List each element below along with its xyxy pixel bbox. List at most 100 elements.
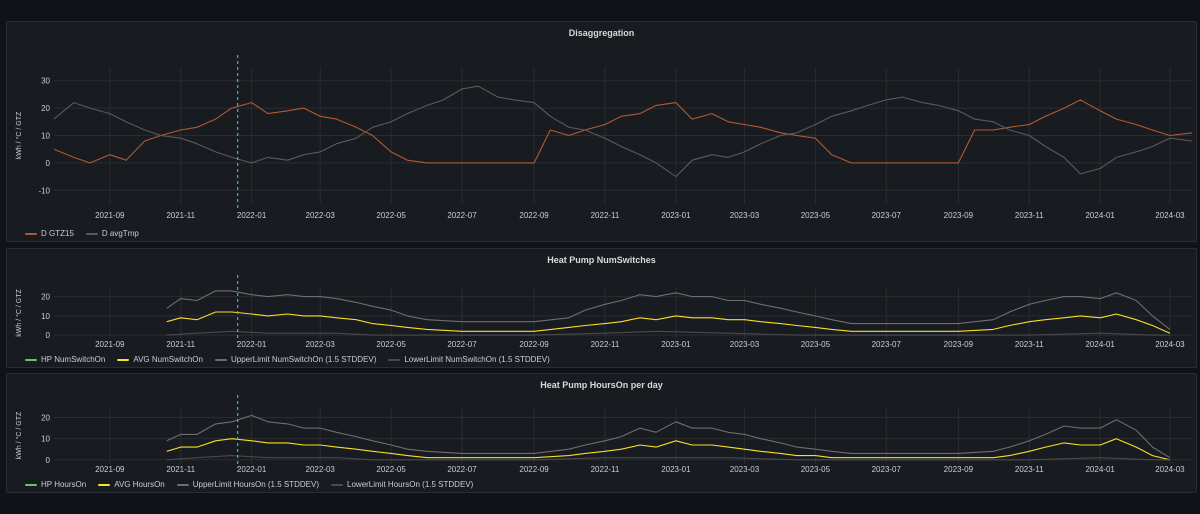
x-tick-label: 2022-05 bbox=[376, 465, 406, 474]
x-tick-label: 2022-07 bbox=[447, 465, 477, 474]
y-tick-label: 20 bbox=[41, 293, 50, 302]
x-tick-label: 2022-03 bbox=[306, 340, 336, 349]
panel-title: Heat Pump HoursOn per day bbox=[540, 380, 663, 390]
x-tick-label: 2022-09 bbox=[519, 211, 549, 220]
x-tick-label: 2022-01 bbox=[237, 211, 267, 220]
series-line[interactable] bbox=[166, 414, 1171, 459]
disaggregation-chart[interactable]: -10 0 10 20 30 2021-09 2021-11 2022-01 2022-03 20… bbox=[7, 22, 1198, 243]
x-tick-label: 2022-09 bbox=[519, 465, 549, 474]
legend-item-hp-numswitchon[interactable]: HP NumSwitchOn bbox=[25, 355, 105, 364]
y-tick-label: 20 bbox=[41, 104, 50, 113]
x-tick-label: 2023-07 bbox=[872, 211, 902, 220]
series-line[interactable] bbox=[166, 290, 1171, 330]
y-tick-label: 0 bbox=[46, 456, 51, 465]
x-tick-label: 2021-09 bbox=[95, 465, 125, 474]
x-tick-label: 2022-11 bbox=[591, 465, 620, 474]
panel-title: Heat Pump NumSwitches bbox=[547, 255, 656, 265]
x-tick-label: 2022-03 bbox=[306, 465, 336, 474]
panel-disaggregation: Disaggregation -10 0 10 20 30 2021-09 2021-11 2… bbox=[6, 21, 1197, 242]
x-tick-label: 2023-09 bbox=[944, 465, 974, 474]
x-tick-label: 2023-03 bbox=[730, 340, 760, 349]
series-line[interactable] bbox=[166, 311, 1171, 334]
legend-swatch bbox=[25, 483, 37, 486]
x-tick-label: 2022-05 bbox=[376, 211, 406, 220]
legend-item-avg-numswitchon[interactable]: AVG NumSwitchOn bbox=[117, 355, 203, 364]
x-tick-label: 2021-11 bbox=[166, 465, 195, 474]
panel-title: Disaggregation bbox=[568, 28, 635, 38]
x-tick-label: 2022-07 bbox=[447, 211, 477, 220]
panel-numswitches: Heat Pump NumSwitches 0 10 20 2021-09 2021-1… bbox=[6, 248, 1197, 368]
y-axis-label: kWh / °C / GTZ bbox=[15, 111, 23, 159]
y-tick-label: 10 bbox=[41, 132, 50, 141]
x-tick-label: 2023-05 bbox=[801, 465, 831, 474]
legend-swatch bbox=[85, 232, 98, 235]
series-line[interactable] bbox=[166, 455, 1170, 461]
legend-label: LowerLimit HoursOn (1.5 STDDEV) bbox=[347, 480, 474, 489]
legend-swatch bbox=[214, 358, 227, 361]
x-tick-label: 2023-09 bbox=[944, 340, 974, 349]
x-tick-label: 2023-07 bbox=[872, 465, 902, 474]
series-line[interactable] bbox=[53, 85, 1193, 178]
legend-swatch bbox=[331, 483, 344, 486]
legend-item-d-gtz15[interactable]: D GTZ15 bbox=[25, 229, 74, 238]
y-tick-label: -10 bbox=[38, 186, 50, 195]
y-axis-label: kWh / °C / GTZ bbox=[15, 289, 23, 337]
legend-item-upperlimit-hourson[interactable]: UpperLimit HoursOn (1.5 STDDEV) bbox=[176, 480, 320, 489]
legend-label: UpperLimit NumSwitchOn (1.5 STDDEV) bbox=[230, 355, 377, 364]
panel-hourson: Heat Pump HoursOn per day 0 10 20 2021-09 20… bbox=[6, 373, 1197, 493]
x-tick-label: 2021-09 bbox=[95, 211, 125, 220]
legend-swatch bbox=[98, 483, 111, 486]
legend-label: HP NumSwitchOn bbox=[41, 355, 106, 364]
x-tick-label: 2023-05 bbox=[801, 211, 831, 220]
x-tick-label: 2024-03 bbox=[1155, 465, 1185, 474]
y-tick-label: 0 bbox=[46, 159, 51, 168]
legend-item-d-avgtmp[interactable]: D avgTmp bbox=[85, 229, 139, 238]
x-tick-label: 2021-09 bbox=[95, 340, 125, 349]
legend-swatch bbox=[388, 358, 401, 361]
x-tick-label: 2024-03 bbox=[1155, 340, 1185, 349]
x-tick-label: 2021-11 bbox=[166, 340, 195, 349]
legend-label: HP HoursOn bbox=[41, 480, 87, 489]
x-tick-label: 2023-11 bbox=[1015, 465, 1044, 474]
x-tick-label: 2022-09 bbox=[519, 340, 549, 349]
x-tick-label: 2023-11 bbox=[1015, 211, 1044, 220]
x-tick-label: 2022-11 bbox=[591, 211, 620, 220]
x-tick-label: 2024-03 bbox=[1155, 211, 1185, 220]
x-tick-label: 2022-07 bbox=[447, 340, 477, 349]
series-line[interactable] bbox=[53, 99, 1193, 164]
legend-swatch bbox=[176, 483, 189, 486]
x-tick-label: 2022-01 bbox=[237, 465, 267, 474]
y-tick-label: 10 bbox=[41, 435, 50, 444]
legend-label: AVG NumSwitchOn bbox=[133, 355, 203, 364]
legend-swatch bbox=[25, 232, 37, 235]
x-tick-label: 2022-05 bbox=[376, 340, 406, 349]
legend: D GTZ15 D avgTmp bbox=[25, 229, 139, 238]
x-tick-label: 2022-03 bbox=[306, 211, 336, 220]
y-tick-label: 10 bbox=[41, 312, 50, 321]
legend-label: AVG HoursOn bbox=[114, 480, 165, 489]
x-tick-label: 2024-01 bbox=[1085, 465, 1115, 474]
hourson-chart[interactable]: 0 10 20 2021-09 2021-11 2022-01 2022-03 2022-05… bbox=[7, 374, 1198, 494]
legend-label: D GTZ15 bbox=[41, 229, 74, 238]
y-tick-label: 20 bbox=[41, 414, 50, 423]
legend-label: UpperLimit HoursOn (1.5 STDDEV) bbox=[192, 480, 320, 489]
y-tick-label: 30 bbox=[41, 77, 50, 86]
legend-swatch bbox=[117, 358, 130, 361]
legend-item-avg-hourson[interactable]: AVG HoursOn bbox=[98, 480, 165, 489]
x-tick-label: 2024-01 bbox=[1085, 211, 1115, 220]
series-line[interactable] bbox=[166, 438, 1171, 461]
legend-item-lowerlimit-numswitchon[interactable]: LowerLimit NumSwitchOn (1.5 STDDEV) bbox=[388, 355, 550, 364]
x-tick-label: 2023-01 bbox=[661, 211, 691, 220]
x-tick-label: 2024-01 bbox=[1085, 340, 1115, 349]
x-tick-label: 2023-07 bbox=[872, 340, 902, 349]
legend-item-lowerlimit-hourson[interactable]: LowerLimit HoursOn (1.5 STDDEV) bbox=[331, 480, 473, 489]
legend-label: D avgTmp bbox=[101, 229, 139, 238]
numswitches-chart[interactable]: 0 10 20 2021-09 2021-11 2022-01 2022-03 2022-05… bbox=[7, 249, 1198, 369]
x-tick-label: 2023-01 bbox=[661, 340, 691, 349]
legend-swatch bbox=[25, 358, 37, 361]
legend-item-hp-hourson[interactable]: HP HoursOn bbox=[25, 480, 86, 489]
y-tick-label: 0 bbox=[46, 331, 51, 340]
legend-item-upperlimit-numswitchon[interactable]: UpperLimit NumSwitchOn (1.5 STDDEV) bbox=[214, 355, 377, 364]
x-tick-label: 2023-03 bbox=[730, 211, 760, 220]
series-line[interactable] bbox=[166, 330, 1170, 336]
